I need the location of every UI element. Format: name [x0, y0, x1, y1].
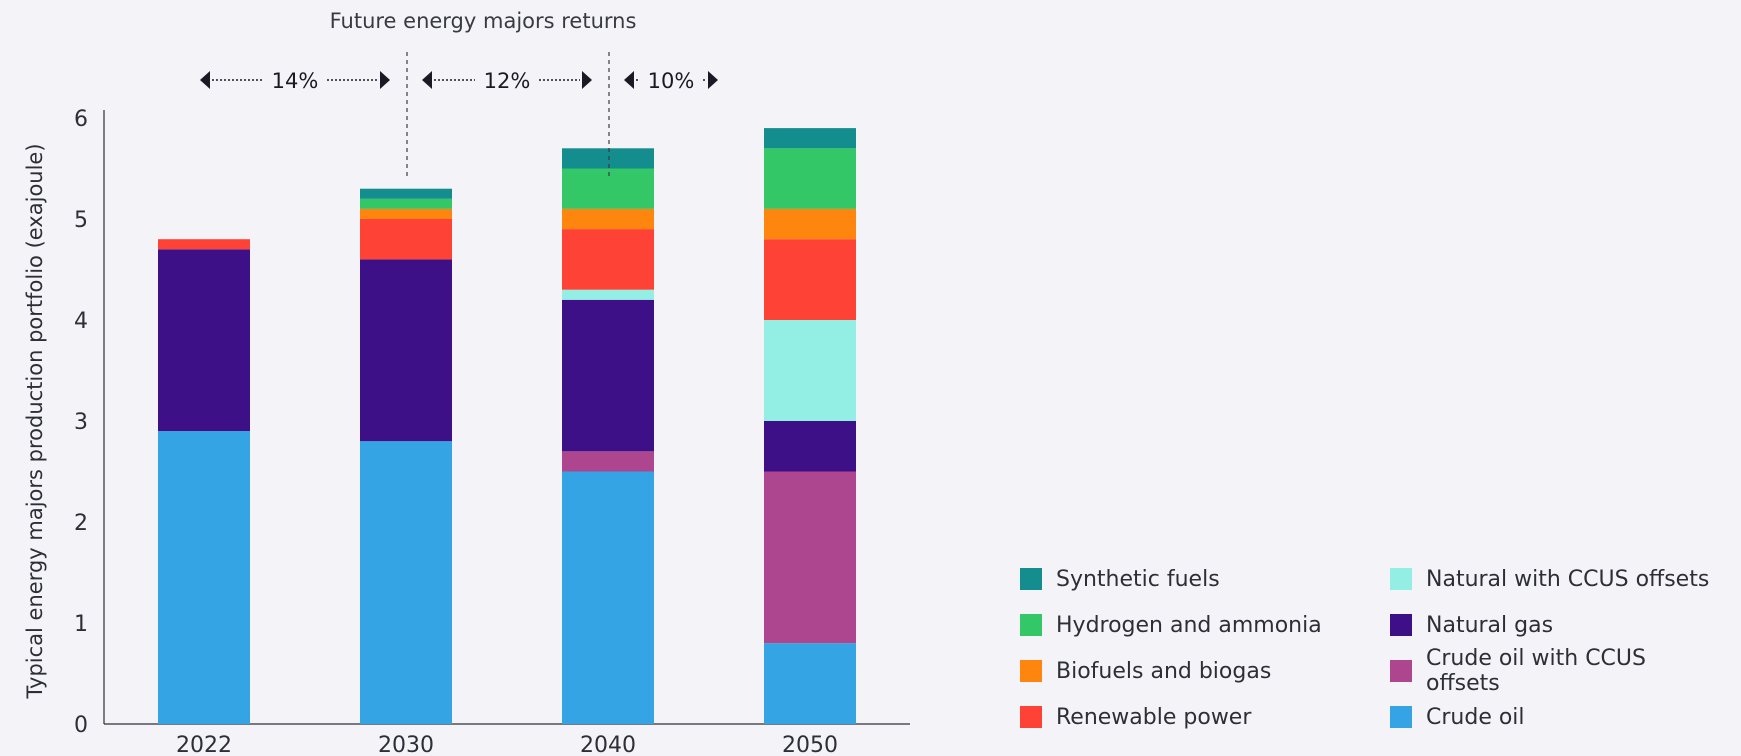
bar-segment-crude-oil: [158, 431, 250, 724]
legend-label: Crude oil: [1426, 704, 1525, 730]
legend-item: Biofuels and biogas: [1020, 648, 1390, 694]
bar-segment-crude-oil-with-ccus-offsets: [764, 471, 856, 644]
y-tick-label: 0: [74, 713, 88, 738]
legend-label: Natural with CCUS offsets: [1426, 566, 1710, 592]
y-tick-label: 2: [74, 511, 88, 536]
bar-segment-renewable-power: [360, 219, 452, 260]
bar-segment-synthetic-fuels: [764, 128, 856, 149]
bar-segment-natural-gas: [764, 421, 856, 472]
return-label: 14%: [272, 69, 319, 93]
legend-item: Crude oil with CCUS offsets: [1390, 646, 1720, 696]
bar-segment-crude-oil: [764, 643, 856, 724]
bar-segment-renewable-power: [158, 239, 250, 250]
bar-segment-natural-with-ccus-offsets: [562, 289, 654, 300]
legend-swatch: [1020, 706, 1042, 728]
legend-item: Crude oil: [1390, 694, 1720, 740]
bar-segment-synthetic-fuels: [562, 148, 654, 169]
legend-label: Natural gas: [1426, 612, 1554, 638]
arrow-left-head: [422, 71, 432, 89]
legend-label: Crude oil with CCUS offsets: [1426, 646, 1646, 696]
legend-swatch: [1390, 660, 1412, 682]
arrow-right-head: [582, 71, 592, 89]
legend-label: Renewable power: [1056, 704, 1252, 730]
x-tick-label: 2022: [176, 733, 232, 756]
legend-item: Natural with CCUS offsets: [1390, 556, 1720, 602]
returns-annotation-title: Future energy majors returns: [330, 9, 637, 33]
bar-segment-hydrogen-and-ammonia: [562, 168, 654, 209]
legend-label: Biofuels and biogas: [1056, 658, 1272, 684]
y-tick-label: 6: [74, 107, 88, 132]
legend-swatch: [1020, 660, 1042, 682]
legend-label: Synthetic fuels: [1056, 566, 1220, 592]
legend-item: Hydrogen and ammonia: [1020, 602, 1390, 648]
legend-swatch: [1390, 706, 1412, 728]
y-tick-label: 5: [74, 208, 88, 233]
bar-segment-natural-with-ccus-offsets: [764, 320, 856, 421]
bar-segment-crude-oil: [562, 471, 654, 724]
arrow-left-head: [200, 71, 210, 89]
bar-segment-crude-oil-with-ccus-offsets: [562, 451, 654, 472]
bar-segment-biofuels-and-biogas: [562, 208, 654, 230]
legend-label: Hydrogen and ammonia: [1056, 612, 1322, 638]
bar-segment-biofuels-and-biogas: [360, 208, 452, 219]
legend-item: Natural gas: [1390, 602, 1720, 648]
return-label: 12%: [484, 69, 531, 93]
bar-segment-natural-gas: [158, 249, 250, 432]
x-tick-label: 2030: [378, 733, 434, 756]
arrow-right-head: [708, 71, 718, 89]
legend-swatch: [1390, 614, 1412, 636]
legend-swatch: [1020, 614, 1042, 636]
bar-segment-biofuels-and-biogas: [764, 208, 856, 240]
x-tick-label: 2040: [580, 733, 636, 756]
y-tick-label: 1: [74, 612, 88, 637]
bar-segment-natural-gas: [562, 299, 654, 452]
legend-swatch: [1390, 568, 1412, 590]
bar-segment-hydrogen-and-ammonia: [764, 148, 856, 209]
bar-segment-natural-gas: [360, 259, 452, 442]
legend-item: Synthetic fuels: [1020, 556, 1390, 602]
legend-item: Renewable power: [1020, 694, 1390, 740]
y-tick-label: 3: [74, 410, 88, 435]
bar-segment-renewable-power: [562, 229, 654, 290]
arrow-right-head: [380, 71, 390, 89]
bar-segment-hydrogen-and-ammonia: [360, 198, 452, 209]
arrow-left-head: [624, 71, 634, 89]
bar-segment-synthetic-fuels: [360, 188, 452, 199]
return-label: 10%: [648, 69, 695, 93]
chart-legend: Synthetic fuels Hydrogen and ammonia Biofu…: [1020, 556, 1720, 740]
y-axis-label: Typical energy majors production portfol…: [23, 143, 47, 699]
x-tick-label: 2050: [782, 733, 838, 756]
y-tick-label: 4: [74, 309, 88, 334]
bar-segment-renewable-power: [764, 239, 856, 320]
legend-swatch: [1020, 568, 1042, 590]
bar-segment-crude-oil: [360, 441, 452, 724]
